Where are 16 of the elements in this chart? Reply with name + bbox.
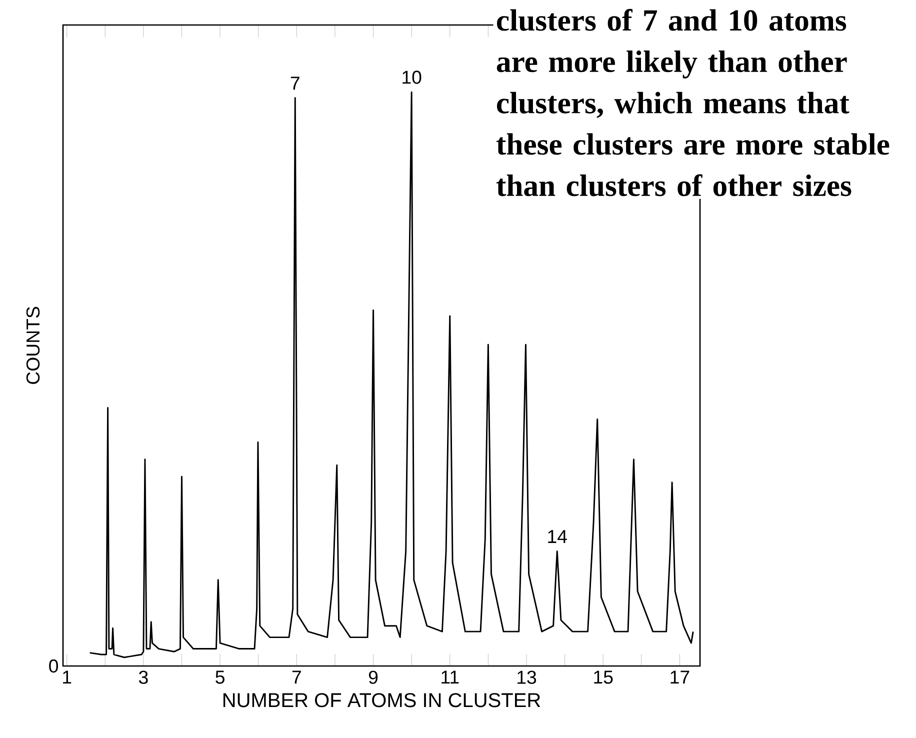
x-axis-title: NUMBER OF ATOMS IN CLUSTER [223,693,540,708]
x-tick-label: 17 [670,670,690,684]
x-tick-label: 7 [292,670,301,684]
y-axis-title: COUNTS [26,306,40,384]
annotation: clusters of 7 and 10 atoms are more likely than other clusters, which means that these clusters are more stable than clusters of other sizes [496,8,890,196]
annotation: 10 [402,70,422,84]
x-tick-label: 9 [368,670,378,684]
annotation: 14 [548,530,567,543]
text: 0 [49,659,58,673]
x-tick-label: 5 [216,670,224,684]
x-tick-label: 13 [518,670,536,684]
x-tick-label: 15 [594,670,613,684]
annotation: 7 [290,76,300,90]
x-tick-label: 11 [442,670,459,684]
x-tick-label: 3 [138,670,148,684]
x-tick-label: 1 [63,670,72,684]
